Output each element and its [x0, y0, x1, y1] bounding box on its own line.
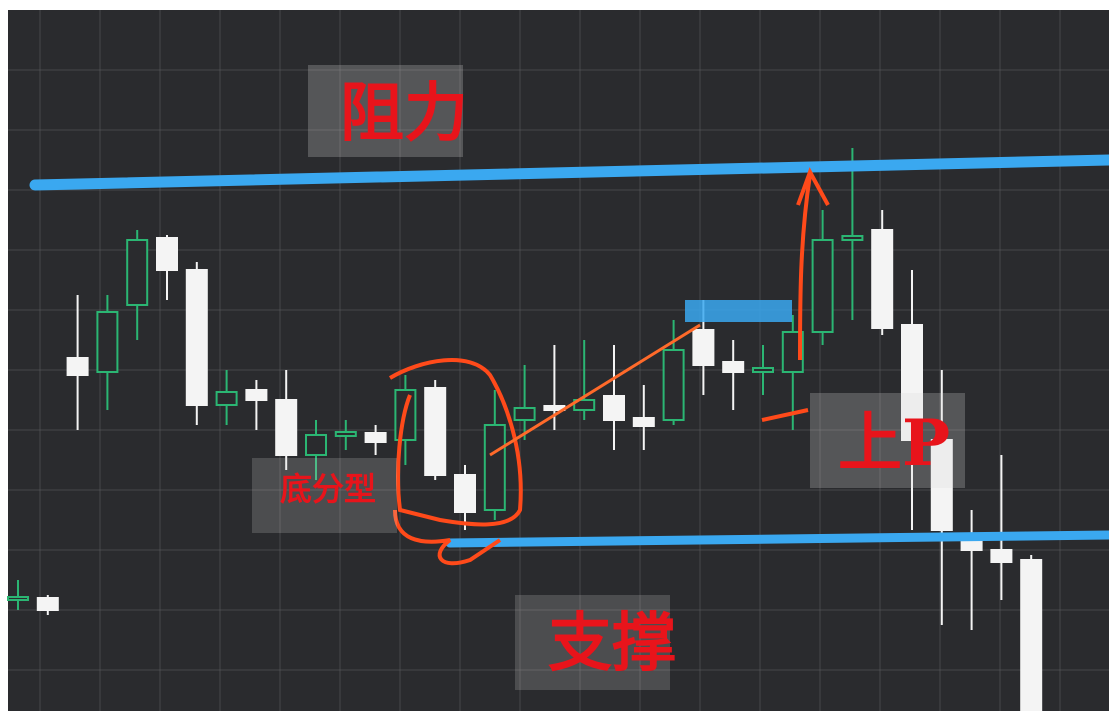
pattern-circle	[388, 358, 523, 527]
annotation-box	[308, 65, 463, 157]
pattern-stroke	[393, 509, 502, 566]
candle-body	[662, 349, 685, 421]
candle-body	[245, 389, 268, 401]
candle-body	[305, 434, 327, 456]
candle-body	[364, 432, 387, 443]
candle-body	[722, 361, 745, 373]
candle-body	[901, 324, 923, 441]
annotation: 阻力	[340, 76, 468, 151]
candle-body	[275, 399, 298, 456]
resistance-line	[29, 154, 1109, 191]
candle-body	[841, 235, 864, 241]
annotation: 支撑	[548, 606, 676, 681]
candle-body	[960, 539, 983, 551]
candle-body	[632, 417, 655, 427]
annotation-box	[252, 458, 397, 533]
candle-body	[781, 331, 804, 373]
candle-body	[573, 399, 596, 411]
candle-body	[692, 329, 715, 366]
candle-body	[66, 357, 89, 376]
candle-body	[1020, 559, 1043, 711]
candle-body	[215, 391, 238, 406]
candle-body	[483, 424, 506, 511]
candle-body	[811, 239, 834, 333]
candle-body	[871, 229, 894, 329]
annotation-box	[515, 595, 670, 690]
annotation: 底分型	[280, 470, 376, 508]
candle-body	[96, 311, 119, 373]
candle-body	[156, 237, 178, 271]
label-box	[685, 300, 792, 322]
candle-body	[36, 597, 59, 611]
candle-body	[126, 239, 149, 306]
breakout-arrow	[796, 167, 830, 361]
trend-arrow	[489, 323, 701, 457]
candle-body	[185, 269, 208, 406]
candle-body	[7, 596, 29, 601]
candle-body	[513, 407, 536, 421]
candle-body	[424, 387, 447, 476]
dash-mark	[761, 408, 809, 422]
candle-body	[752, 367, 774, 373]
support-line	[445, 530, 1109, 548]
candles	[7, 148, 1043, 711]
candle-body	[454, 474, 476, 513]
candle-body	[334, 431, 357, 437]
annotation-box	[810, 393, 965, 488]
annotation: 上P	[838, 406, 950, 481]
candle-body	[603, 395, 625, 421]
candle-body	[930, 439, 953, 531]
candle-body	[990, 549, 1013, 563]
